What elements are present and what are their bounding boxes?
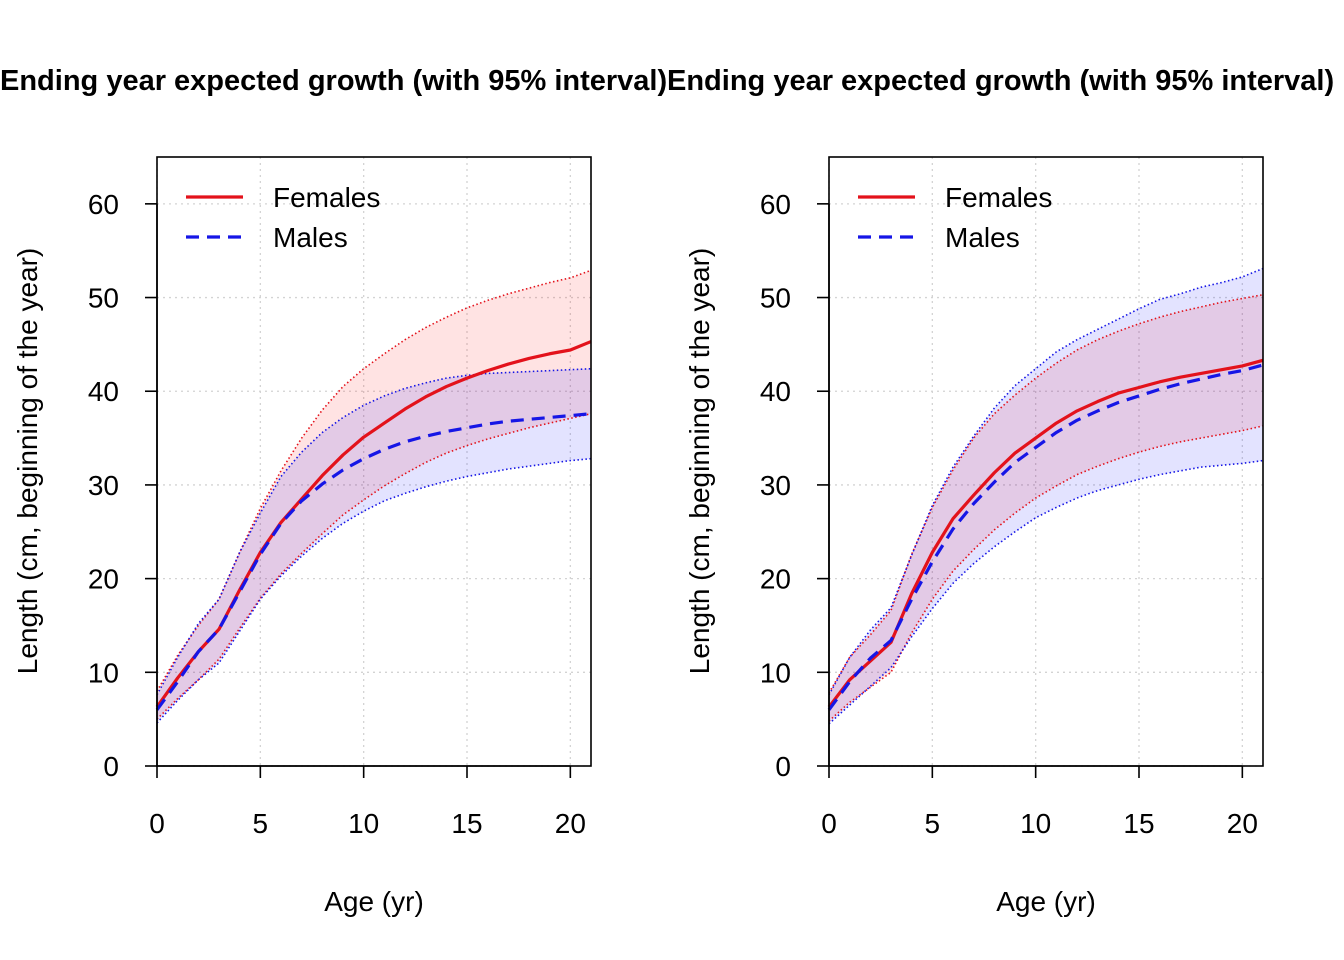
plot-area	[155, 157, 592, 767]
y-axis: 0 10 20 30 40 50 60	[760, 189, 830, 782]
legend-label-females: Females	[273, 182, 380, 213]
legend-label-females: Females	[945, 182, 1052, 213]
y-axis-label: Length (cm, beginning of the year)	[12, 248, 43, 674]
y-tick-label: 50	[88, 283, 119, 314]
y-tick-label: 0	[775, 751, 791, 782]
x-axis-label: Age (yr)	[996, 886, 1096, 917]
x-tick-label: 10	[348, 808, 379, 839]
y-tick-label: 0	[103, 751, 119, 782]
x-tick-label: 0	[149, 808, 165, 839]
confidence-band-females	[157, 270, 591, 720]
series-line-males	[155, 412, 592, 711]
y-tick-label: 40	[760, 376, 791, 407]
confidence-band-males	[157, 368, 591, 723]
x-axis: 0 5 10 15 20	[821, 765, 1258, 839]
band-lower-line-females	[156, 412, 592, 720]
legend-label-males: Males	[273, 222, 348, 253]
y-axis: 0 10 20 30 40 50 60	[88, 189, 158, 782]
chart-title: Ending year expected growth (with 95% in…	[667, 65, 1334, 97]
y-tick-label: 20	[88, 564, 119, 595]
x-tick-label: 20	[1227, 808, 1258, 839]
y-tick-label: 60	[88, 189, 119, 220]
legend: Females Males	[858, 182, 1052, 253]
x-tick-label: 20	[555, 808, 586, 839]
series-line-males	[827, 363, 1264, 711]
confidence-band-females	[829, 294, 1263, 722]
band-upper-line-males	[156, 367, 592, 696]
y-tick-label: 50	[760, 283, 791, 314]
y-tick-label: 60	[760, 189, 791, 220]
series-line-females	[827, 358, 1264, 708]
y-tick-label: 30	[88, 470, 119, 501]
x-tick-label: 15	[451, 808, 482, 839]
legend-label-males: Males	[945, 222, 1020, 253]
y-tick-label: 10	[88, 657, 119, 688]
x-tick-label: 15	[1123, 808, 1154, 839]
y-axis-label: Length (cm, beginning of the year)	[684, 248, 715, 674]
x-tick-label: 0	[821, 808, 837, 839]
band-lower-line-males	[156, 457, 592, 724]
chart-panel-left: Ending year expected growth (with 95% in…	[0, 65, 667, 917]
x-tick-label: 5	[925, 808, 941, 839]
legend: Females Males	[186, 182, 380, 253]
band-upper-line-males	[828, 267, 1264, 696]
y-tick-label: 10	[760, 657, 791, 688]
y-tick-label: 20	[760, 564, 791, 595]
series-line-females	[155, 340, 592, 708]
y-tick-label: 40	[88, 376, 119, 407]
x-axis: 0 5 10 15 20	[149, 765, 586, 839]
plot-area	[827, 157, 1264, 767]
y-tick-label: 30	[760, 470, 791, 501]
x-tick-label: 10	[1020, 808, 1051, 839]
chart-title: Ending year expected growth (with 95% in…	[0, 65, 667, 97]
x-axis-label: Age (yr)	[324, 886, 424, 917]
x-tick-label: 5	[253, 808, 269, 839]
chart-panel-right: Ending year expected growth (with 95% in…	[667, 65, 1334, 917]
confidence-band-males	[829, 268, 1263, 724]
band-upper-line-females	[156, 269, 592, 692]
band-lower-line-males	[828, 459, 1264, 725]
band-lower-line-females	[828, 425, 1264, 722]
band-upper-line-females	[828, 293, 1264, 694]
